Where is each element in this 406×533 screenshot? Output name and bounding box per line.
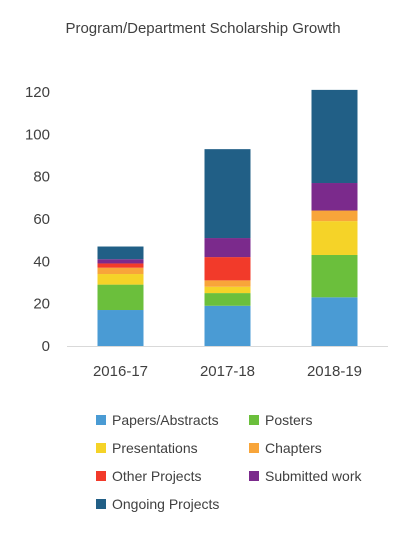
bar-segment xyxy=(97,284,144,311)
legend-item: Chapters xyxy=(249,440,322,456)
bar-segment xyxy=(97,263,144,268)
legend-swatch xyxy=(96,443,106,453)
bar-segment xyxy=(204,257,251,281)
y-tick-label: 80 xyxy=(33,169,50,186)
legend-swatch xyxy=(96,415,106,425)
x-category-label: 2017-18 xyxy=(200,363,255,380)
legend-label: Submitted work xyxy=(265,468,362,484)
legend-item: Presentations xyxy=(96,440,198,456)
bar-segment xyxy=(204,286,251,294)
x-category-label: 2018-19 xyxy=(307,363,362,380)
bar-segment xyxy=(97,274,144,285)
legend-item: Ongoing Projects xyxy=(96,496,219,512)
bar-segment xyxy=(204,305,251,346)
y-tick-label: 60 xyxy=(33,211,50,228)
legend-swatch xyxy=(96,471,106,481)
legend-item: Submitted work xyxy=(249,468,361,484)
legend-label: Papers/Abstracts xyxy=(112,412,219,428)
legend-label: Ongoing Projects xyxy=(112,496,220,512)
legend-swatch xyxy=(249,471,259,481)
y-tick-label: 20 xyxy=(33,296,50,313)
bar-segment xyxy=(311,221,358,255)
legend-item: Papers/Abstracts xyxy=(96,412,219,428)
bar-segment xyxy=(204,149,251,239)
y-tick-label: 100 xyxy=(25,126,50,143)
y-tick-label: 40 xyxy=(33,253,50,270)
bar-segment xyxy=(311,183,358,211)
bar-segment xyxy=(97,259,144,264)
bar-segment xyxy=(311,297,358,346)
bar-segment xyxy=(204,238,251,258)
y-tick-label: 0 xyxy=(42,338,50,355)
legend-swatch xyxy=(249,415,259,425)
legend-label: Posters xyxy=(265,412,313,428)
bar-segment xyxy=(311,254,358,298)
stacked-bar-chart: 0 20 40 60 80 100 120 2016-17 2017-18 2018-19 xyxy=(25,84,388,380)
bar-segment xyxy=(204,280,251,287)
bar-segment xyxy=(97,267,144,275)
legend-label: Chapters xyxy=(265,440,322,456)
legend-item: Other Projects xyxy=(96,468,201,484)
legend-swatch xyxy=(249,443,259,453)
bar-segment xyxy=(97,246,144,260)
bar-segment xyxy=(204,293,251,306)
legend-label: Other Projects xyxy=(112,468,202,484)
legend-item: Posters xyxy=(249,412,312,428)
legend-swatch xyxy=(96,499,106,509)
bar-segment xyxy=(311,89,358,184)
bar-segment xyxy=(97,310,144,346)
x-category-label: 2016-17 xyxy=(93,363,148,380)
y-tick-label: 120 xyxy=(25,84,50,101)
chart-title: Program/Department Scholarship Growth xyxy=(65,20,341,37)
bar-segment xyxy=(311,210,358,222)
legend-label: Presentations xyxy=(112,440,198,456)
